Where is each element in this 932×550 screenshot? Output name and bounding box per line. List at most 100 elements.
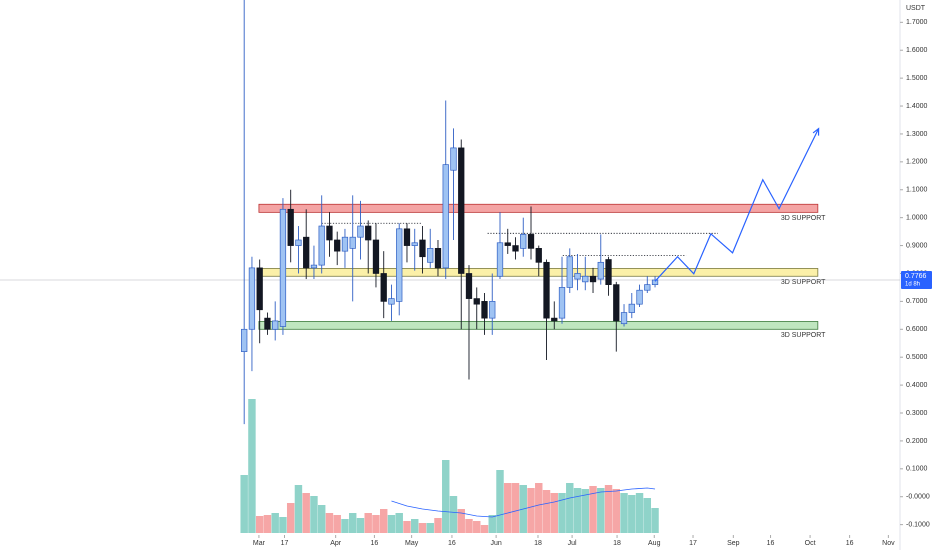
price-tag-value: 0.7766 [905,273,927,280]
y-tick-label: 1.0000 [906,215,928,222]
y-tick-label: 1.4000 [906,103,928,110]
volume-bar [643,498,652,533]
y-tick-label: -0.1000 [906,521,930,528]
volume-bar [496,470,504,533]
volume-bar [488,515,496,533]
volume-bar [573,488,582,533]
volume-bar [325,513,334,533]
zone-label: 3D SUPPORT [781,279,826,286]
volume-bar [341,519,349,533]
y-tick-label: 0.3000 [906,410,928,417]
candle-body [458,147,465,274]
candle-body [589,275,597,283]
price-tag [901,271,932,290]
x-tick-label: 16 [448,540,456,547]
volume-bar [434,518,442,533]
candle-body [403,228,411,246]
candle-body [287,208,294,246]
volume-bar [620,493,628,533]
volume-bar [504,483,512,533]
candle-body [527,234,535,249]
candle-body [651,279,659,285]
candle-body [334,239,341,252]
candle-body [512,245,519,252]
candle-body [481,301,488,319]
volume-bar [356,518,365,533]
volume-bar [248,399,256,533]
volume-bar [449,496,458,533]
y-tick-label: -0.0000 [906,494,930,501]
volume-bar [465,519,473,533]
volume-bar [442,460,450,533]
candle-body [620,312,628,325]
volume-bar [473,521,481,533]
candle-body [535,248,542,263]
volume-bar [597,488,605,533]
candle-body [279,208,287,327]
zone-label: 3D SUPPORT [781,215,826,222]
volume-bar [387,515,396,533]
y-tick-label: 0.9000 [906,242,928,249]
volume-bar [395,513,403,533]
volume-bar [271,513,279,533]
candle-body [365,225,372,241]
volume-bar [263,515,272,533]
candle-body [396,228,403,302]
support-zone [258,203,819,213]
volume-bar [333,515,341,533]
candle-body [372,239,380,274]
candle-body [310,264,318,269]
y-tick-label: 0.5000 [906,354,928,361]
candle-body [256,267,263,311]
volume-bar [294,485,303,533]
projection-path [654,128,820,282]
y-tick-label: 1.7000 [906,19,928,26]
volume-bar [286,503,295,533]
volume-bar [651,508,659,533]
y-tick-label: 0.4000 [906,382,928,389]
candle-body [411,242,418,246]
candle-body [450,147,457,171]
candle-body [380,273,387,302]
candle-body [496,242,504,277]
price-tag-countdown: 1d 8h [905,282,920,288]
candle-body [442,164,449,269]
candle-body [465,273,473,299]
volume-bar [480,525,489,533]
y-tick-label: 1.6000 [906,47,928,54]
volume-bar [426,523,434,533]
volume-bar [279,517,287,533]
y-tick-label: 0.7000 [906,298,928,305]
candle-body [295,239,302,246]
volume-ma-line [391,487,656,518]
x-tick-label: Nov [882,540,895,547]
volume-bar [302,493,310,533]
volume-bar [535,483,543,533]
candle-body [357,225,364,238]
candle-body [628,303,635,313]
volume-bar [628,495,636,533]
volume-bar [380,509,388,533]
volume-bar [418,523,427,533]
y-tick-label: 1.3000 [906,131,928,138]
volume-bar [542,490,551,533]
x-tick-label: Jun [490,540,501,547]
volume-bar [589,486,597,533]
candle-body [434,248,442,269]
volume-bar [581,489,589,533]
volume-bar [612,489,620,533]
volume-bar [348,513,357,533]
volume-bar [372,515,380,533]
candle-body [341,236,349,252]
candle-body [489,301,496,319]
volume-bar [566,483,574,533]
x-tick-label: 16 [846,540,854,547]
y-tick-label: 1.5000 [906,75,928,82]
candle-body [248,267,256,330]
x-tick-label: 18 [534,540,542,547]
volume-bar [511,483,520,533]
candle-body [388,298,395,305]
y-tick-label: 1.2000 [906,159,928,166]
volume-bar [240,475,248,533]
